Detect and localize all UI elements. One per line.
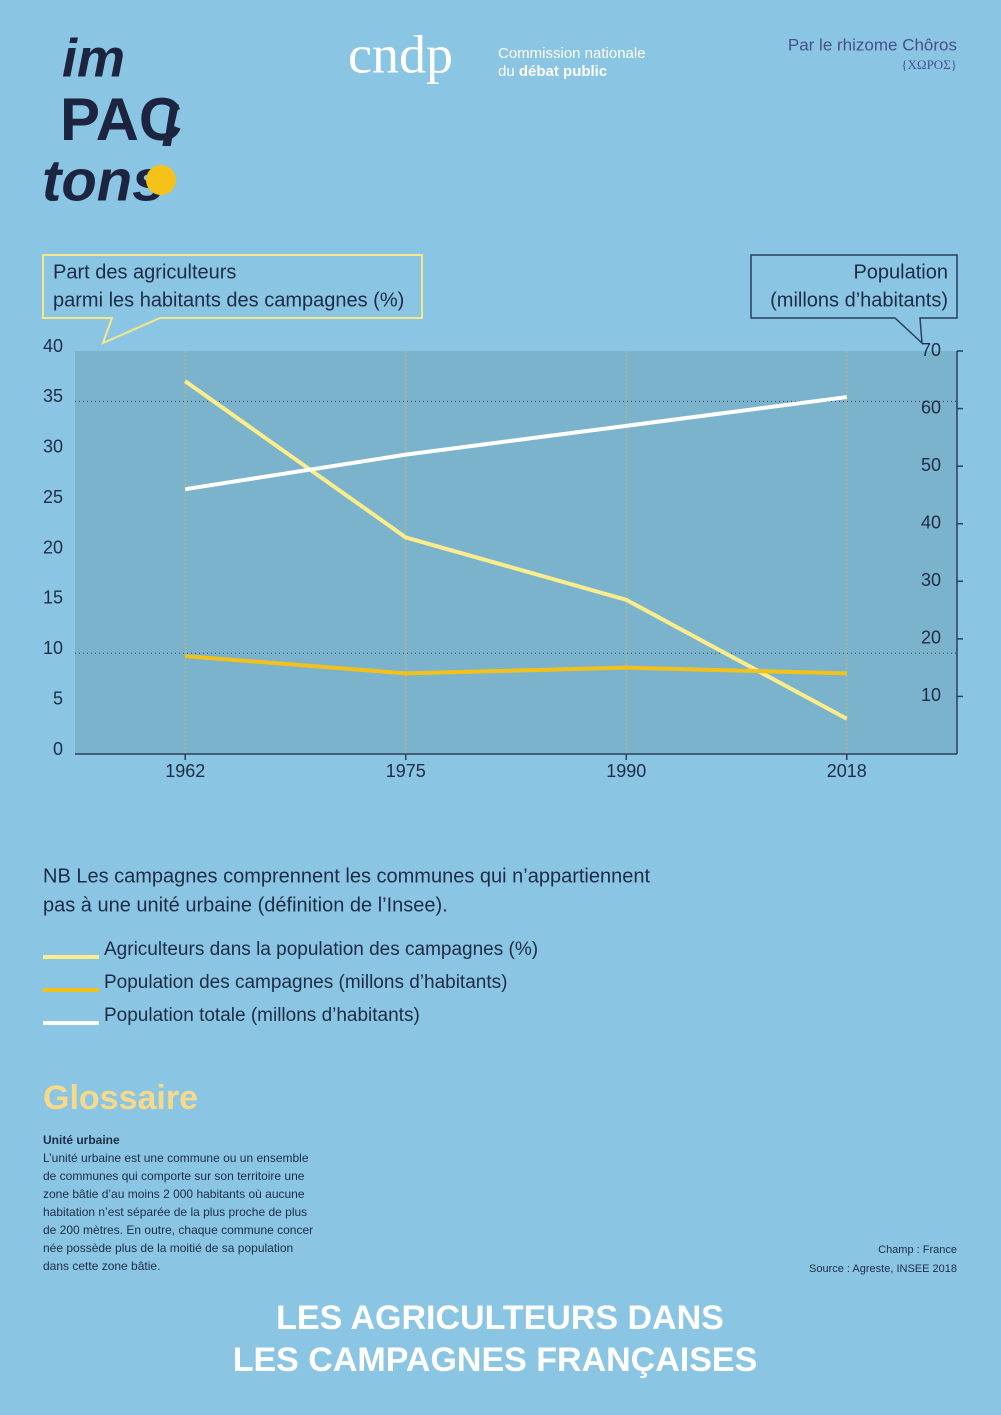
y-tick-label: 35 bbox=[43, 386, 63, 406]
source: Champ : France bbox=[878, 1244, 957, 1256]
glossary-line: habitation n’est séparée de la plus proc… bbox=[43, 1205, 307, 1219]
legend-label: Population des campagnes (millons d’habi… bbox=[104, 972, 507, 993]
y2-axis-label: Population bbox=[853, 261, 948, 283]
glossary-term: Unité urbaine bbox=[43, 1133, 120, 1147]
page-title: LES CAMPAGNES FRANÇAISES bbox=[233, 1341, 758, 1379]
org-name: du bbox=[498, 63, 515, 80]
x-tick-label: 1962 bbox=[165, 761, 205, 781]
y2-tick-label: 70 bbox=[921, 340, 941, 360]
source: Source : Agreste, INSEE 2018 bbox=[809, 1263, 957, 1275]
note: NB Les campagnes comprennent les commune… bbox=[43, 865, 650, 887]
glossary-line: née possède plus de la moitié de sa popu… bbox=[43, 1241, 293, 1255]
data-line bbox=[184, 379, 848, 721]
legend: Agriculteurs dans la population des camp… bbox=[43, 939, 538, 1026]
credit-greek: {ΧΩΡΟΣ} bbox=[901, 57, 957, 72]
note: pas à une unité urbaine (définition de l… bbox=[43, 894, 448, 916]
y2-tick-label: 50 bbox=[921, 455, 941, 475]
chart: 0 5 10 15 20 25 30 35 40 10 20 30 40 50 60 70 1962 1975 19… bbox=[43, 336, 963, 781]
y-tick-label: 0 bbox=[53, 739, 63, 759]
data-line bbox=[184, 395, 848, 492]
legend-label: Population totale (millons d’habitants) bbox=[104, 1005, 420, 1026]
y2-axis-label: (millons d’habitants) bbox=[770, 289, 948, 311]
y-label-box bbox=[42, 254, 423, 345]
logo: im PAC tons ! bbox=[42, 28, 182, 213]
x-tick-label: 2018 bbox=[827, 761, 867, 781]
y-tick-label: 25 bbox=[43, 487, 63, 507]
glossary-text: L’unité urbaine est une commune ou un en… bbox=[43, 1151, 313, 1273]
glossary-line: de 200 mètres. En outre, chaque commune … bbox=[43, 1223, 313, 1237]
plot-area bbox=[75, 351, 957, 754]
logo-text: im bbox=[62, 28, 125, 88]
y2-tick-label: 30 bbox=[921, 570, 941, 590]
data-line bbox=[185, 654, 847, 676]
logo-text: tons bbox=[42, 148, 164, 213]
y-tick-label: 30 bbox=[43, 437, 63, 457]
y-tick-label: 20 bbox=[43, 537, 63, 557]
x-tick-label: 1990 bbox=[606, 761, 646, 781]
y-axis-label: Part des agriculteurs bbox=[53, 261, 236, 283]
org-name: Commission nationale bbox=[498, 45, 646, 62]
glossary-title: Glossaire bbox=[43, 1079, 198, 1117]
cndp-logo: cndp bbox=[348, 24, 453, 84]
y2-tick-label: 60 bbox=[921, 397, 941, 417]
y-axis-label: parmi les habitants des campagnes (%) bbox=[53, 289, 404, 311]
logo-text: ! bbox=[160, 92, 180, 159]
logo-text: PAC bbox=[60, 86, 182, 153]
y2-tick-label: 10 bbox=[921, 685, 941, 705]
org-name: débat public bbox=[519, 63, 607, 80]
y2-tick-label: 40 bbox=[921, 512, 941, 532]
credit: Par le rhizome Chôros bbox=[788, 35, 957, 54]
y2-tick-label: 20 bbox=[921, 628, 941, 648]
page-title: LES AGRICULTEURS DANS bbox=[276, 1299, 724, 1337]
logo-dot bbox=[146, 165, 176, 195]
y2-label-box bbox=[750, 254, 958, 345]
y-tick-label: 10 bbox=[43, 638, 63, 658]
glossary-line: de communes qui comporte sur son territo… bbox=[43, 1169, 305, 1183]
glossary-line: dans cette zone bâtie. bbox=[43, 1259, 160, 1273]
glossary-line: zone bâtie d’au moins 2 000 habitants où… bbox=[43, 1187, 305, 1201]
org-name: du débat public bbox=[498, 63, 607, 80]
y-tick-label: 5 bbox=[53, 688, 63, 708]
y-tick-label: 15 bbox=[43, 588, 63, 608]
legend-label: Agriculteurs dans la population des camp… bbox=[104, 939, 538, 960]
glossary-line: L’unité urbaine est une commune ou un en… bbox=[43, 1151, 309, 1165]
y-tick-label: 40 bbox=[43, 336, 63, 356]
x-tick-label: 1975 bbox=[386, 761, 426, 781]
